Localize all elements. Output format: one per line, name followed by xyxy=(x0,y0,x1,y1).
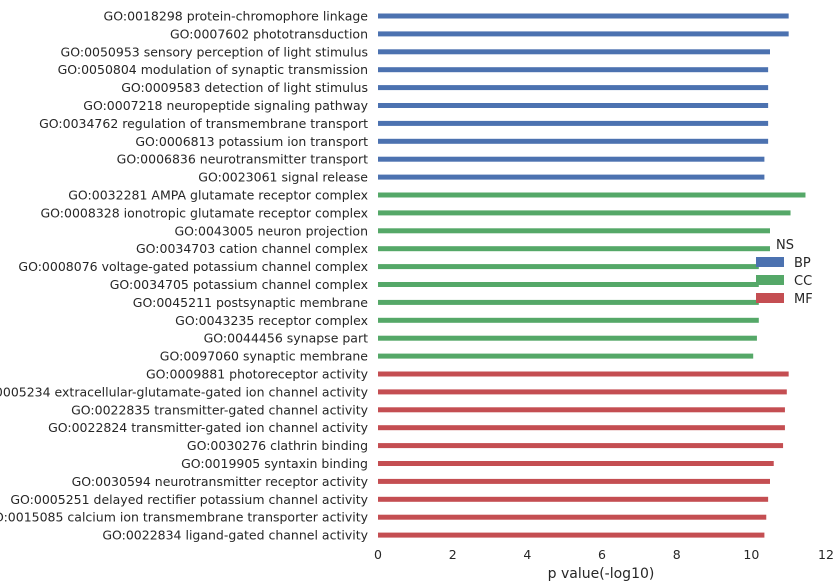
bar xyxy=(378,461,774,466)
category-label: GO:0022824 transmitter-gated ion channel… xyxy=(48,420,369,435)
category-label: GO:0008328 ionotropic glutamate receptor… xyxy=(41,205,369,220)
category-label: GO:0050804 modulation of synaptic transm… xyxy=(58,62,368,77)
bar xyxy=(378,443,784,449)
bar xyxy=(378,210,791,216)
category-label: GO:0043005 neuron projection xyxy=(174,223,368,238)
bar xyxy=(378,371,789,377)
legend-title: NS xyxy=(776,238,794,253)
bar xyxy=(378,138,769,144)
legend-label: BP xyxy=(794,256,811,271)
bar xyxy=(378,192,806,198)
bar xyxy=(378,407,785,413)
bar xyxy=(378,282,759,287)
x-tick-label: 10 xyxy=(743,547,759,562)
category-label: GO:0022835 transmitter-gated channel act… xyxy=(71,402,368,417)
category-label: GO:0005251 delayed rectifier potassium c… xyxy=(10,492,368,507)
legend-swatch xyxy=(756,275,784,285)
bar xyxy=(378,156,765,162)
x-axis: 0 2 4 6 8 10 12 xyxy=(374,547,834,562)
category-label: GO:0030276 clathrin binding xyxy=(187,438,368,453)
bar xyxy=(378,85,769,91)
category-label: GO:0007218 neuropeptide signaling pathwa… xyxy=(83,98,368,113)
x-axis-label: p value(-log10) xyxy=(548,566,655,582)
x-tick-label: 4 xyxy=(523,547,531,562)
category-label: GO:0022834 ligand-gated channel activity xyxy=(102,528,368,543)
category-label: GO:0007602 phototransduction xyxy=(170,26,368,41)
legend-label: CC xyxy=(794,274,812,289)
category-label: GO:0019905 syntaxin binding xyxy=(181,456,368,471)
bar xyxy=(378,478,770,484)
bar xyxy=(378,353,754,359)
x-tick-label: 12 xyxy=(818,547,834,562)
category-label: GO:0043235 receptor complex xyxy=(175,313,368,328)
bar xyxy=(378,120,769,126)
category-labels: GO:0018298 protein-chromophore linkage GO… xyxy=(0,9,369,543)
category-label: GO:0050953 sensory perception of light s… xyxy=(61,44,368,59)
legend-swatch xyxy=(756,257,784,267)
category-label: GO:0005234 extracellular-glutamate-gated… xyxy=(0,384,369,399)
bar xyxy=(378,49,770,55)
category-label: GO:0009881 photoreceptor activity xyxy=(146,367,369,382)
category-label: GO:0008076 voltage-gated potassium chann… xyxy=(18,259,368,274)
bar xyxy=(378,246,770,252)
category-label: GO:0097060 synaptic membrane xyxy=(160,349,369,364)
category-label: GO:0018298 protein-chromophore linkage xyxy=(104,9,369,24)
legend: NS BP CC MF xyxy=(756,238,813,307)
legend-swatch xyxy=(756,293,784,303)
bar xyxy=(378,174,765,180)
bar xyxy=(378,389,787,395)
bars xyxy=(378,13,806,538)
category-label: GO:0009583 detection of light stimulus xyxy=(121,80,368,95)
category-label: GO:0006836 neurotransmitter transport xyxy=(117,152,368,167)
bar xyxy=(378,317,759,323)
bar xyxy=(378,496,769,502)
bar xyxy=(378,67,769,73)
bar xyxy=(378,425,785,431)
bar xyxy=(378,299,759,305)
category-label: GO:0034762 regulation of transmembrane t… xyxy=(39,116,368,131)
bar xyxy=(378,335,757,341)
category-label: GO:0023061 signal release xyxy=(198,170,368,185)
category-label: GO:0045211 postsynaptic membrane xyxy=(133,295,369,310)
x-tick-label: 6 xyxy=(598,547,606,562)
x-tick-label: 2 xyxy=(449,547,457,562)
bar xyxy=(378,13,789,19)
category-label: GO:0034705 potassium channel complex xyxy=(110,277,368,292)
category-label: GO:0030594 neurotransmitter receptor act… xyxy=(72,474,369,489)
category-label: GO:0015085 calcium ion transmembrane tra… xyxy=(0,510,369,525)
category-label: GO:0006813 potassium ion transport xyxy=(135,134,368,149)
legend-label: MF xyxy=(794,292,813,307)
category-label: GO:0032281 AMPA glutamate receptor compl… xyxy=(68,188,368,203)
bar xyxy=(378,264,759,270)
x-tick-label: 0 xyxy=(374,547,382,562)
bar xyxy=(378,103,769,108)
bar xyxy=(378,532,765,538)
category-label: GO:0034703 cation channel complex xyxy=(136,241,368,256)
bar xyxy=(378,31,789,37)
x-tick-label: 8 xyxy=(673,547,681,562)
category-label: GO:0044456 synapse part xyxy=(204,331,368,346)
bar xyxy=(378,514,767,520)
bar xyxy=(378,228,770,234)
